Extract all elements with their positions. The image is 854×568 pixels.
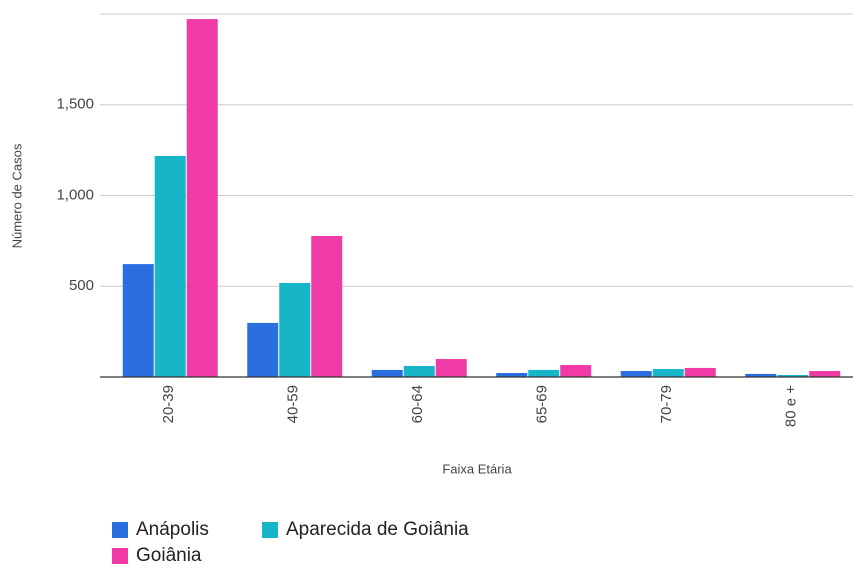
bar — [745, 373, 777, 377]
bar — [403, 365, 435, 377]
x-tick-label: 60-64 — [409, 385, 426, 423]
bar — [620, 371, 652, 377]
x-tick-label: 80 e + — [783, 385, 800, 427]
x-tick-label: 70-79 — [658, 385, 675, 423]
bar — [528, 369, 560, 377]
x-tick-label: 20-39 — [160, 385, 177, 423]
bar — [496, 373, 528, 377]
y-tick-label: 1,000 — [56, 186, 94, 203]
bar — [777, 375, 809, 377]
legend-label: Aparecida de Goiânia — [286, 519, 469, 540]
bar — [279, 282, 311, 377]
bar — [311, 235, 343, 377]
bar — [371, 369, 403, 377]
legend-label: Anápolis — [136, 519, 209, 540]
x-tick-label: 65-69 — [534, 385, 551, 423]
bar — [186, 19, 218, 377]
x-axis-title: Faixa Etária — [442, 461, 512, 476]
y-tick-label: 1,500 — [56, 96, 94, 113]
bar — [435, 359, 467, 377]
bar — [684, 367, 716, 377]
legend-label: Goiânia — [136, 545, 202, 566]
x-tick-label: 40-59 — [285, 385, 302, 423]
bar — [247, 322, 279, 377]
legend-swatch — [262, 522, 278, 538]
bar — [154, 155, 186, 377]
legend-swatch — [112, 522, 128, 538]
bar — [560, 365, 592, 377]
bar — [122, 264, 154, 377]
y-tick-label: 500 — [69, 277, 94, 294]
legend-swatch — [112, 548, 128, 564]
bar — [809, 371, 841, 377]
bar — [652, 369, 684, 377]
y-axis-title: Número de Casos — [9, 143, 24, 248]
